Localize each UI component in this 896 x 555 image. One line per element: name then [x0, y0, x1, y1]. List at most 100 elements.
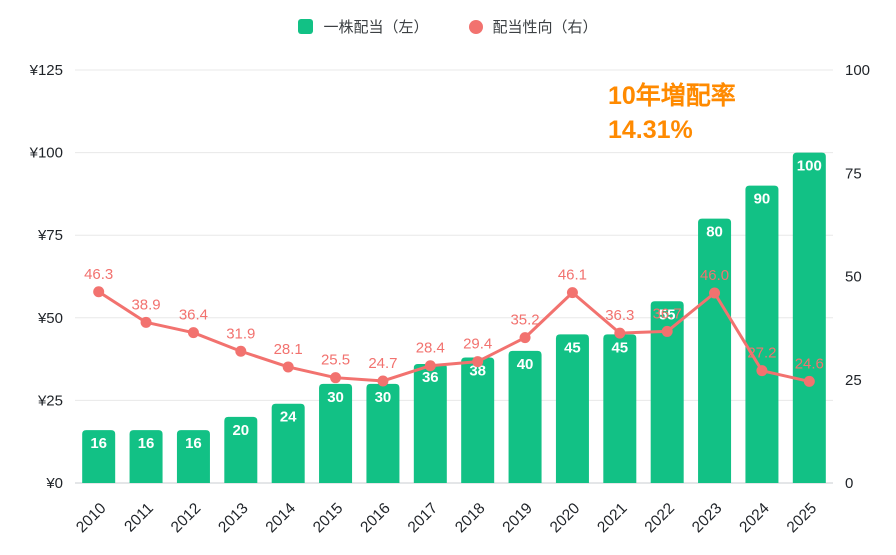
annotation-line-1: 10年増配率 — [608, 82, 736, 110]
line-value-label-2025: 24.6 — [795, 355, 824, 372]
line-marker-2025 — [803, 375, 815, 387]
line-value-label-2019: 35.2 — [510, 312, 539, 329]
bar-value-label-2023: 80 — [706, 224, 723, 241]
line-marker-2020 — [566, 287, 578, 299]
line-value-label-2015: 25.5 — [321, 352, 350, 369]
right-axis-tick: 75 — [845, 165, 862, 182]
payout-ratio-line — [97, 290, 811, 383]
line-marker-2015 — [330, 372, 342, 384]
x-axis-label-2023: 2023 — [689, 500, 725, 536]
bar-2010 — [82, 430, 116, 483]
line-value-label-2022: 36.7 — [653, 305, 682, 322]
line-value-label-2021: 36.3 — [605, 307, 634, 324]
x-axis-label-2020: 2020 — [547, 500, 584, 537]
x-axis-label-2011: 2011 — [121, 500, 157, 536]
bar-value-label-2016: 30 — [375, 389, 392, 406]
left-axis-tick: ¥50 — [37, 310, 63, 327]
line-marker-2019 — [519, 332, 531, 344]
bar-2021 — [603, 334, 637, 483]
line-value-label-2012: 36.4 — [179, 307, 208, 324]
line-marker-2022 — [661, 325, 673, 337]
bar-value-label-2010: 16 — [90, 435, 107, 452]
line-value-label-2011: 38.9 — [131, 296, 160, 313]
x-axis-label-2016: 2016 — [357, 500, 393, 536]
line-marker-2014 — [282, 361, 294, 373]
line-value-label-2020: 46.1 — [558, 267, 587, 284]
bar-2015 — [319, 383, 353, 483]
legend-item-dividend-per-share: 一株配当（左） — [298, 16, 429, 37]
bar-2025 — [792, 152, 826, 483]
legend-label-payout-ratio: 配当性向（右） — [492, 19, 598, 36]
bar-2017 — [413, 364, 447, 483]
legend-item-payout-ratio: 配当性向（右） — [468, 16, 598, 37]
x-axis-label-2010: 2010 — [73, 500, 110, 537]
line-value-label-2024: 27.2 — [747, 345, 776, 362]
x-axis-label-2013: 2013 — [215, 500, 251, 536]
annotation-line-2: 14.31% — [608, 115, 693, 144]
line-marker-2012 — [187, 327, 199, 339]
line-marker-2017 — [424, 360, 436, 372]
bar-value-label-2019: 40 — [517, 356, 534, 373]
left-axis-tick: ¥0 — [45, 475, 63, 492]
line-value-label-2017: 28.4 — [416, 340, 445, 357]
line-marker-2021 — [614, 327, 626, 339]
bar-series-swatch-icon — [298, 19, 314, 34]
right-axis-tick: 25 — [845, 372, 862, 389]
left-axis-tick: ¥25 — [37, 392, 63, 409]
x-axis-label-2022: 2022 — [642, 500, 678, 536]
bar-value-label-2011: 16 — [138, 435, 155, 452]
line-value-label-2010: 46.3 — [84, 266, 113, 283]
bar-value-label-2025: 100 — [797, 158, 822, 175]
bar-value-label-2017: 36 — [422, 369, 439, 386]
bar-value-label-2020: 45 — [564, 339, 581, 356]
bar-value-label-2021: 45 — [611, 339, 628, 356]
line-value-label-2023: 46.0 — [700, 267, 729, 284]
legend-label-dividend-per-share: 一株配当（左） — [323, 19, 429, 36]
line-marker-2016 — [377, 375, 389, 387]
line-value-label-2013: 31.9 — [226, 325, 255, 342]
line-value-label-2018: 29.4 — [463, 336, 492, 353]
bar-2024 — [745, 185, 779, 483]
bar-value-label-2022: 55 — [659, 306, 676, 323]
bar-2022 — [650, 301, 684, 483]
line-marker-2010 — [93, 286, 105, 298]
x-axis-label-2015: 2015 — [310, 500, 346, 536]
line-series-swatch-icon — [468, 19, 483, 34]
x-axis-label-2025: 2025 — [784, 500, 820, 536]
bar-2011 — [129, 430, 163, 483]
left-axis-tick: ¥100 — [29, 145, 63, 162]
bar-value-label-2024: 90 — [754, 191, 771, 208]
bar-value-label-2012: 16 — [185, 435, 202, 452]
annotation-10yr-growth-rate: 10年増配率 14.31% — [608, 80, 736, 148]
right-axis-tick: 0 — [845, 475, 853, 492]
line-value-label-2016: 24.7 — [368, 355, 397, 372]
bar-2023 — [698, 218, 732, 483]
x-axis-label-2012: 2012 — [168, 500, 204, 536]
left-axis-tick: ¥75 — [37, 227, 63, 244]
bar-2012 — [176, 430, 210, 483]
x-axis-label-2024: 2024 — [736, 500, 773, 537]
x-axis-label-2021: 2021 — [594, 500, 630, 536]
bar-value-label-2014: 24 — [280, 409, 297, 426]
x-axis-label-2017: 2017 — [405, 500, 441, 536]
line-marker-2013 — [235, 345, 247, 357]
line-value-label-2014: 28.1 — [274, 341, 303, 358]
bar-2013 — [224, 416, 258, 483]
line-marker-2011 — [140, 316, 152, 328]
x-axis-label-2019: 2019 — [499, 500, 535, 536]
line-marker-2018 — [472, 356, 484, 368]
left-axis-tick: ¥125 — [29, 62, 63, 79]
bar-value-label-2015: 30 — [327, 389, 344, 406]
right-axis-tick: 50 — [845, 269, 862, 286]
bar-2016 — [366, 383, 400, 483]
line-marker-2024 — [756, 365, 768, 377]
bar-2014 — [271, 403, 305, 483]
bar-2020 — [555, 334, 589, 483]
bar-2019 — [508, 350, 542, 483]
right-axis-tick: 100 — [845, 62, 870, 79]
bar-value-label-2013: 20 — [232, 422, 249, 439]
bar-value-label-2018: 38 — [469, 362, 486, 379]
x-axis-label-2018: 2018 — [452, 500, 488, 536]
